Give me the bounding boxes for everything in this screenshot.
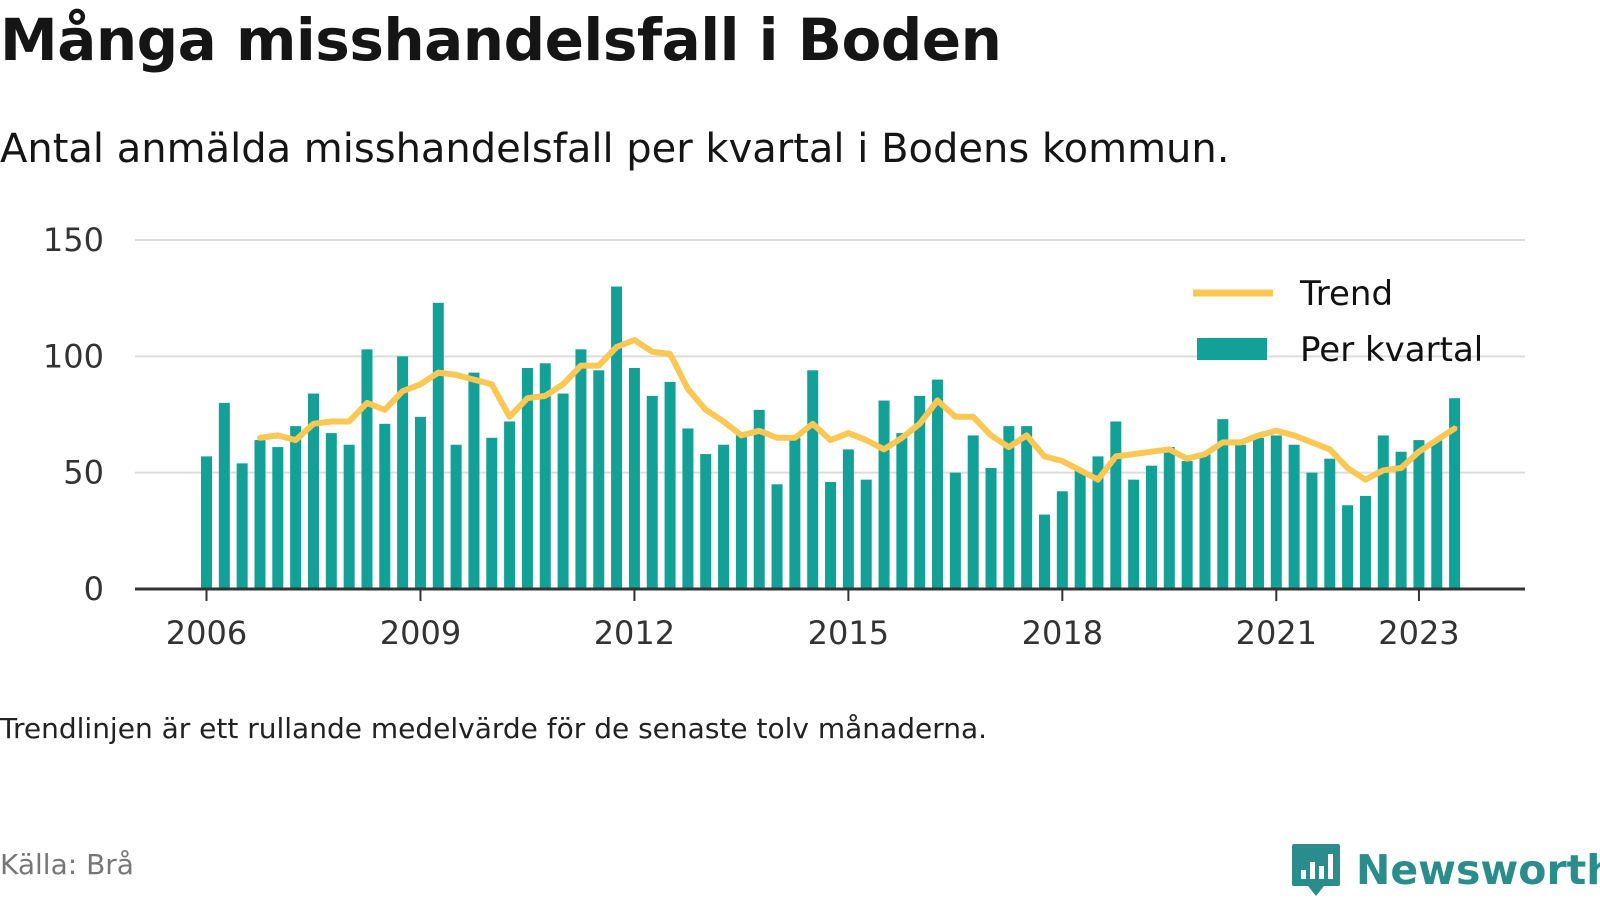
legend-bars-label: Per kvartal <box>1300 330 1483 370</box>
bar-series <box>201 286 1461 589</box>
bar <box>967 435 979 589</box>
bar <box>1306 472 1318 589</box>
bar <box>307 393 319 589</box>
chart-subtitle: Antal anmälda misshandelsfall per kvarta… <box>0 126 1230 172</box>
trend-series <box>257 337 1458 483</box>
bar <box>218 402 230 589</box>
bar <box>450 444 462 589</box>
y-tick-label: 150 <box>43 221 104 259</box>
bar <box>272 447 284 589</box>
brand-logo: Newsworthy <box>1290 840 1600 900</box>
bar <box>557 393 569 589</box>
legend: Trend Per kvartal <box>1193 274 1483 370</box>
bar <box>1431 440 1443 589</box>
bar <box>1449 398 1461 589</box>
bar <box>860 479 872 589</box>
bar <box>985 468 997 589</box>
x-axis: 2006 2009 2012 2015 2018 2021 2023 <box>135 587 1525 652</box>
bar <box>486 437 498 589</box>
bar <box>1110 421 1122 589</box>
bar <box>1021 426 1033 589</box>
bar <box>201 456 212 589</box>
bar <box>789 437 801 589</box>
bar <box>361 349 373 589</box>
bar <box>1181 461 1193 589</box>
y-tick-label: 0 <box>84 570 104 608</box>
bar <box>807 370 819 589</box>
bar <box>254 440 266 589</box>
bar <box>1003 426 1015 589</box>
bar <box>949 472 961 589</box>
bar <box>718 444 730 589</box>
bar <box>1288 444 1300 589</box>
chart-title: Många misshandelsfall i Boden <box>0 6 1002 74</box>
bar <box>825 481 837 589</box>
bar <box>325 433 337 589</box>
bar <box>236 463 248 589</box>
bar <box>1128 479 1140 589</box>
bar <box>379 423 391 589</box>
bar-chart-icon <box>1292 844 1340 896</box>
legend-bars-swatch <box>1197 338 1267 360</box>
bar <box>1235 444 1247 589</box>
x-tick-label: 2006 <box>166 614 247 652</box>
bar <box>593 370 605 589</box>
bar <box>1395 451 1407 589</box>
bar <box>896 433 908 589</box>
bar <box>664 381 676 589</box>
bar <box>521 367 533 589</box>
bar <box>628 367 640 589</box>
bar <box>1039 514 1051 589</box>
bar <box>1145 465 1157 589</box>
bar <box>1092 456 1104 589</box>
source-credit: Källa: Brå <box>0 848 134 881</box>
bar <box>735 433 747 589</box>
bar <box>611 286 623 589</box>
bar <box>1270 435 1282 589</box>
bar <box>539 363 551 589</box>
x-tick-label: 2018 <box>1022 614 1103 652</box>
y-tick-label: 100 <box>43 337 104 375</box>
bar <box>1074 470 1086 589</box>
legend-trend-label: Trend <box>1299 274 1393 314</box>
bar <box>1413 440 1425 589</box>
bar <box>290 426 302 589</box>
bar <box>1324 458 1336 589</box>
bar <box>753 409 765 589</box>
bar <box>932 379 944 589</box>
bar <box>1217 419 1229 589</box>
x-tick-label: 2021 <box>1236 614 1317 652</box>
x-tick-label: 2012 <box>594 614 675 652</box>
bar <box>1252 437 1264 589</box>
bar <box>771 484 783 589</box>
bar <box>397 356 409 589</box>
bar <box>1199 454 1211 589</box>
bar <box>414 416 426 589</box>
y-tick-label: 50 <box>63 454 104 492</box>
trend-line <box>257 337 1458 483</box>
bar <box>1359 495 1371 589</box>
bar <box>1342 505 1354 589</box>
bar <box>914 395 926 589</box>
x-tick-label: 2009 <box>380 614 461 652</box>
footnote: Trendlinjen är ett rullande medelvärde f… <box>0 712 988 745</box>
x-tick-label: 2015 <box>808 614 889 652</box>
bar <box>1056 491 1068 589</box>
brand-name: Newsworthy <box>1356 846 1600 894</box>
bar <box>504 421 516 589</box>
bar <box>1377 435 1389 589</box>
bar <box>343 444 355 589</box>
bar <box>1163 447 1175 589</box>
bar <box>575 349 587 589</box>
chart: 0 50 100 150 2006 2009 2012 2015 2018 2021 2023 T… <box>43 221 1525 652</box>
bar <box>432 302 444 589</box>
bar <box>682 428 694 589</box>
bar <box>878 400 890 589</box>
y-axis-ticks: 0 50 100 150 <box>43 221 104 608</box>
bar <box>646 395 658 589</box>
x-tick-label: 2023 <box>1378 614 1459 652</box>
bar <box>842 449 854 589</box>
bar <box>700 454 712 589</box>
bar <box>468 372 480 589</box>
